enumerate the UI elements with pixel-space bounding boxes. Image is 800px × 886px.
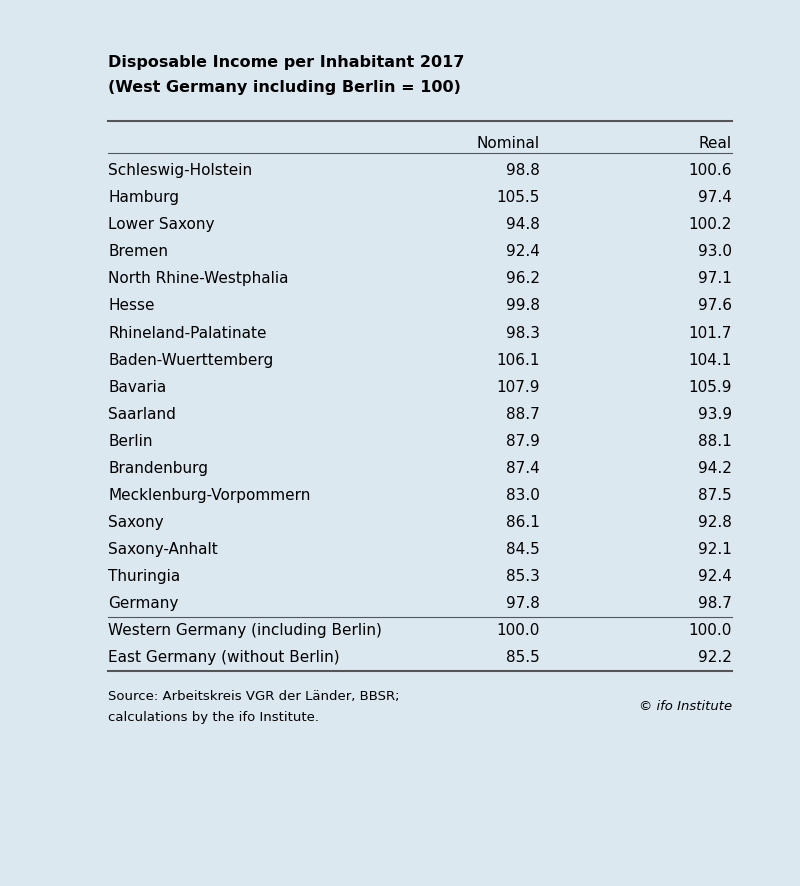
Text: 100.2: 100.2 (689, 217, 732, 232)
Text: (West Germany including Berlin = 100): (West Germany including Berlin = 100) (108, 80, 461, 95)
Text: Saxony-Anhalt: Saxony-Anhalt (108, 541, 218, 556)
Text: Rhineland-Palatinate: Rhineland-Palatinate (108, 325, 266, 340)
Text: Real: Real (699, 136, 732, 151)
Text: 99.8: 99.8 (506, 298, 540, 313)
Text: Schleswig-Holstein: Schleswig-Holstein (108, 163, 252, 178)
Text: 85.3: 85.3 (506, 569, 540, 583)
Text: Saxony: Saxony (108, 514, 164, 529)
Text: East Germany (without Berlin): East Germany (without Berlin) (108, 649, 340, 664)
Text: Disposable Income per Inhabitant 2017: Disposable Income per Inhabitant 2017 (108, 55, 464, 70)
Text: 98.3: 98.3 (506, 325, 540, 340)
Text: Nominal: Nominal (477, 136, 540, 151)
Text: 92.2: 92.2 (698, 649, 732, 664)
Text: 88.7: 88.7 (506, 406, 540, 421)
Text: 94.2: 94.2 (698, 461, 732, 475)
Text: 97.4: 97.4 (698, 190, 732, 205)
Text: 92.8: 92.8 (698, 514, 732, 529)
Text: 105.5: 105.5 (497, 190, 540, 205)
Text: Hesse: Hesse (108, 298, 154, 313)
Text: 98.7: 98.7 (698, 595, 732, 610)
Text: 96.2: 96.2 (506, 271, 540, 286)
Text: 85.5: 85.5 (506, 649, 540, 664)
Text: Brandenburg: Brandenburg (108, 461, 208, 475)
Text: Bremen: Bremen (108, 245, 168, 259)
Text: 107.9: 107.9 (497, 379, 540, 394)
Text: Berlin: Berlin (108, 433, 153, 448)
Text: 93.0: 93.0 (698, 245, 732, 259)
Text: © ifo Institute: © ifo Institute (639, 700, 732, 712)
Text: calculations by the ifo Institute.: calculations by the ifo Institute. (108, 711, 319, 723)
Text: 87.5: 87.5 (698, 487, 732, 502)
Text: 86.1: 86.1 (506, 514, 540, 529)
Text: Baden-Wuerttemberg: Baden-Wuerttemberg (108, 352, 274, 367)
Text: 106.1: 106.1 (497, 352, 540, 367)
Text: Source: Arbeitskreis VGR der Länder, BBSR;: Source: Arbeitskreis VGR der Länder, BBS… (108, 689, 399, 702)
Text: 101.7: 101.7 (689, 325, 732, 340)
Text: 104.1: 104.1 (689, 352, 732, 367)
Text: Lower Saxony: Lower Saxony (108, 217, 214, 232)
Text: 94.8: 94.8 (506, 217, 540, 232)
Text: 87.9: 87.9 (506, 433, 540, 448)
Text: 98.8: 98.8 (506, 163, 540, 178)
Text: 100.0: 100.0 (689, 622, 732, 637)
Text: 84.5: 84.5 (506, 541, 540, 556)
Text: Saarland: Saarland (108, 406, 176, 421)
Text: Hamburg: Hamburg (108, 190, 179, 205)
Text: 105.9: 105.9 (689, 379, 732, 394)
Text: 100.0: 100.0 (497, 622, 540, 637)
Text: 100.6: 100.6 (689, 163, 732, 178)
Text: Western Germany (including Berlin): Western Germany (including Berlin) (108, 622, 382, 637)
Text: 87.4: 87.4 (506, 461, 540, 475)
Text: 93.9: 93.9 (698, 406, 732, 421)
Text: North Rhine-Westphalia: North Rhine-Westphalia (108, 271, 289, 286)
Text: 88.1: 88.1 (698, 433, 732, 448)
Text: 92.4: 92.4 (506, 245, 540, 259)
Text: 97.1: 97.1 (698, 271, 732, 286)
Text: Germany: Germany (108, 595, 178, 610)
Text: Mecklenburg-Vorpommern: Mecklenburg-Vorpommern (108, 487, 310, 502)
Text: Thuringia: Thuringia (108, 569, 180, 583)
Text: 83.0: 83.0 (506, 487, 540, 502)
Text: 97.8: 97.8 (506, 595, 540, 610)
Text: 92.1: 92.1 (698, 541, 732, 556)
Text: Bavaria: Bavaria (108, 379, 166, 394)
Text: 92.4: 92.4 (698, 569, 732, 583)
Text: 97.6: 97.6 (698, 298, 732, 313)
